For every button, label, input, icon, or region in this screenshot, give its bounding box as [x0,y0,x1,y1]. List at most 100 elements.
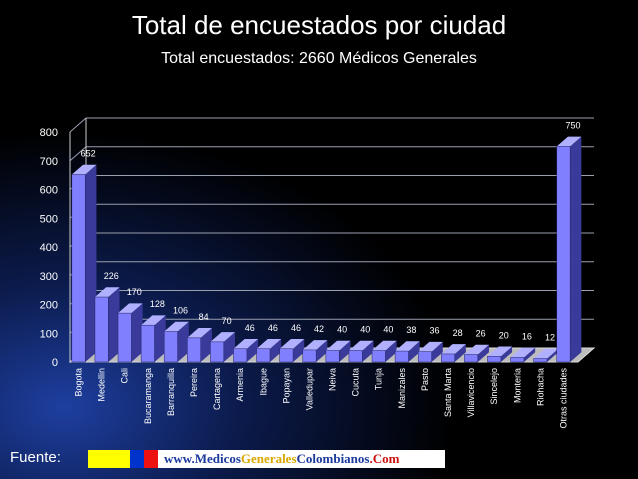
data-label: 28 [453,328,463,338]
bar-top [71,164,97,175]
data-label: 652 [81,149,96,159]
bar-top [325,340,351,351]
x-tick-label: Medellin [97,368,107,402]
bar-top [187,328,212,338]
y-tick-label: 700 [40,156,58,168]
bar-top [418,341,443,352]
gridline-side [69,117,87,133]
bar-top [464,344,489,355]
bar [94,296,109,363]
data-label: 128 [150,299,165,309]
logo-part-2: Generales [240,451,297,466]
bar [487,356,502,363]
y-tick-label: 400 [40,242,58,254]
x-tick-label: Sincelejo [489,368,499,405]
x-tick-label: Cali [120,368,130,384]
logo-part-4: .Com [369,451,400,466]
bar-top [256,338,282,349]
x-tick-label: Bogota [74,368,84,397]
x-tick-label: Barranquilla [166,368,176,416]
y-tick-label: 100 [40,328,58,340]
bar-side [223,332,235,362]
bar [163,331,178,363]
logo-swatch-blue [130,450,144,468]
bar-top [279,338,305,349]
x-tick-label: Valledupar [304,368,314,410]
x-tick-label: Popayan [281,368,291,404]
data-label: 226 [104,271,119,281]
bar-side [523,347,536,362]
x-tick-label: Villavicencio [466,368,476,417]
bar-side [385,340,397,362]
x-tick-label: Riohacha [535,368,545,406]
bar [117,312,132,363]
bar [533,358,548,363]
bar-side [200,328,212,362]
x-tick-label: Cucuta [351,368,361,397]
data-label: 40 [337,325,347,335]
bar [302,349,317,363]
bar-side [339,340,351,362]
data-label: 42 [314,324,324,334]
bar-side [408,341,420,362]
data-label: 750 [566,120,581,130]
chart-subtitle: Total encuestados: 2660 Médicos Generale… [161,50,477,67]
bar-side [85,164,97,362]
x-tick-label: Neiva [328,368,338,391]
bar [187,337,201,363]
data-label: 40 [383,325,393,335]
bar-top [302,340,328,350]
bar-top [94,287,120,298]
bar [279,348,294,363]
bar-side [154,315,166,362]
logo-part-3: Colombianos [296,451,370,466]
x-tick-label: Manizales [397,368,407,409]
chart-title: Total de encuestados por ciudad [131,10,507,40]
bar [210,341,225,363]
source-label: Fuente: [10,449,61,466]
bar-side [500,346,513,362]
data-label: 84 [199,312,209,322]
x-tick-label: Monteria [512,368,522,403]
data-label: 40 [360,325,370,335]
y-tick-label: 800 [40,127,58,139]
x-tick-label: Tunja [374,368,384,390]
data-label: 20 [499,330,509,340]
bar-side [293,338,305,362]
data-label: 16 [522,331,532,341]
bar [510,357,525,363]
bar [371,350,386,363]
data-label: 70 [222,316,232,326]
bar-top [141,315,166,326]
x-tick-label: Pereira [189,368,199,397]
bar [140,324,155,363]
data-label: 12 [545,333,555,343]
bar-top [487,346,513,357]
bar-side [362,340,374,362]
x-tick-label: Ibague [258,368,268,396]
bar-side [570,136,582,362]
logo-text: www.MedicosGeneralesColombianos.Com [158,450,445,468]
y-tick-label: 300 [40,271,58,283]
data-label: 46 [291,323,301,333]
logo-swatch-yellow [88,450,130,468]
data-label: 106 [173,306,188,316]
bar-top [210,332,235,342]
bar-side [108,287,120,362]
logo-part-0: www. [164,451,195,466]
bar-side [547,348,559,362]
bar-top [441,344,466,354]
bar-side [131,303,143,362]
bar [71,174,86,363]
bar [394,350,409,363]
bar-side [269,338,282,362]
bar-top [533,348,559,359]
bar-side [177,321,189,362]
bar [256,348,271,363]
data-label: 38 [406,325,416,335]
x-tick-label: Pasto [420,368,430,391]
x-tick-label: Bucaramanga [143,368,153,424]
y-tick-label: 600 [40,185,58,197]
data-label: 26 [476,329,486,339]
logo-part-1: Medicos [194,451,241,466]
